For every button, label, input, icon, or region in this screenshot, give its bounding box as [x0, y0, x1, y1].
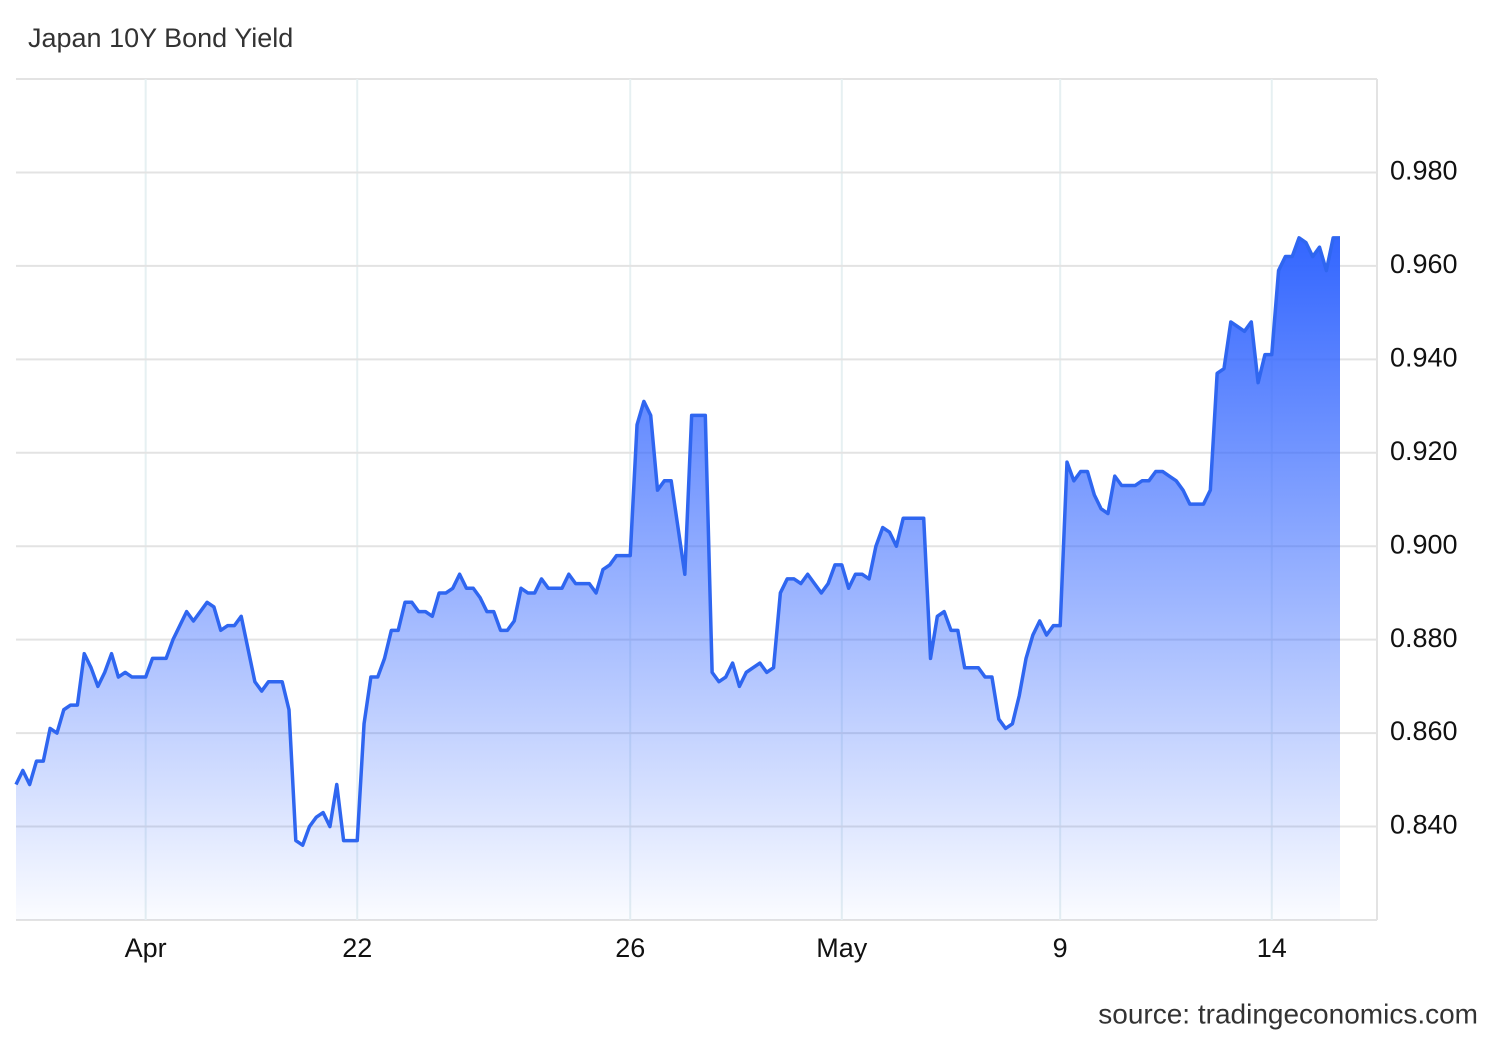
- chart-title: Japan 10Y Bond Yield: [28, 23, 293, 53]
- y-tick-label: 0.880: [1390, 623, 1458, 653]
- x-tick-label: 26: [615, 933, 645, 963]
- y-tick-label: 0.980: [1390, 156, 1458, 186]
- y-tick-label: 0.920: [1390, 436, 1458, 466]
- line: [14, 236, 1340, 847]
- x-tick-label: 9: [1053, 933, 1068, 963]
- y-tick-label: 0.860: [1390, 716, 1458, 746]
- area-fill: [16, 237, 1340, 921]
- y-tick-label: 0.940: [1390, 342, 1458, 372]
- y-tick-label: 0.960: [1390, 249, 1458, 279]
- source-note: source: tradingeconomics.com: [1098, 998, 1478, 1029]
- y-tick-label: 0.840: [1390, 810, 1458, 840]
- x-tick-label: Apr: [125, 933, 167, 963]
- x-tick-label: 14: [1257, 933, 1287, 963]
- x-tick-label: 22: [342, 933, 372, 963]
- x-tick-label: May: [816, 933, 868, 963]
- y-tick-label: 0.900: [1390, 529, 1458, 559]
